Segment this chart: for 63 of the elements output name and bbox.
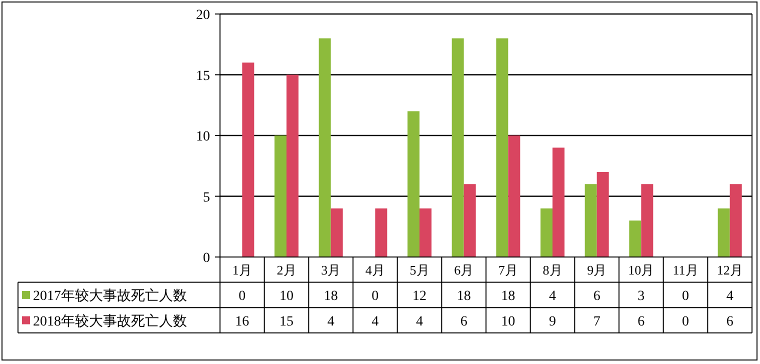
bar [730,184,742,257]
data-label: 6 [593,288,600,304]
bar [552,148,564,257]
data-label: 0 [682,314,689,330]
data-label: 4 [726,288,734,304]
bar [496,38,508,257]
y-tick-label: 15 [196,68,210,84]
legend-label: 2017年较大事故死亡人数 [33,288,187,304]
x-tick-label: 6月 [454,262,474,278]
data-label: 4 [372,314,379,330]
bar [584,184,597,257]
x-tick-label: 8月 [542,262,562,278]
data-label: 18 [501,288,516,304]
bar [641,184,654,257]
data-label: 6 [638,314,645,330]
bar [375,208,388,257]
bar [318,38,331,257]
y-tick-label: 10 [196,130,210,144]
data-label: 7 [593,314,600,330]
data-label: 4 [549,288,556,304]
data-label: 12 [412,288,426,304]
bar [274,136,286,257]
x-tick-label: 10月 [628,262,654,278]
data-label: 18 [456,288,471,304]
data-label: 10 [501,314,516,330]
bar [596,172,609,257]
data-label: 0 [238,288,246,304]
x-tick-label: 3月 [321,262,341,278]
data-label: 0 [372,288,379,304]
bar [629,220,642,257]
bar [540,208,552,257]
x-tick-label: 7月 [498,262,518,278]
data-label: 4 [416,314,423,330]
data-label: 16 [235,314,250,330]
data-label: 3 [638,288,645,304]
data-label: 15 [280,314,294,330]
y-tick-label: 0 [203,251,210,266]
y-tick-label: 20 [196,8,210,23]
x-tick-label: 4月 [365,262,385,278]
x-tick-label: 9月 [587,262,607,278]
data-label: 10 [280,288,294,304]
bar [452,38,464,257]
bar [330,208,343,257]
bar [286,74,298,257]
bar [464,184,476,257]
bar [718,208,730,257]
data-label: 6 [460,314,468,330]
bar [420,208,432,257]
x-tick-label: 2月 [276,262,296,278]
data-label: 6 [726,314,734,330]
data-label: 0 [682,288,689,304]
data-label: 4 [327,314,334,330]
data-label: 9 [549,314,556,330]
bar [408,111,420,257]
y-tick-label: 5 [203,190,210,206]
bar [242,62,254,257]
x-tick-label: 5月 [410,262,430,278]
x-tick-label: 11月 [672,262,698,278]
data-label: 18 [324,288,338,304]
bar [508,136,520,257]
legend-label: 2018年较大事故死亡人数 [33,313,187,330]
x-tick-label: 12月 [716,262,743,278]
x-tick-label: 1月 [232,262,252,278]
